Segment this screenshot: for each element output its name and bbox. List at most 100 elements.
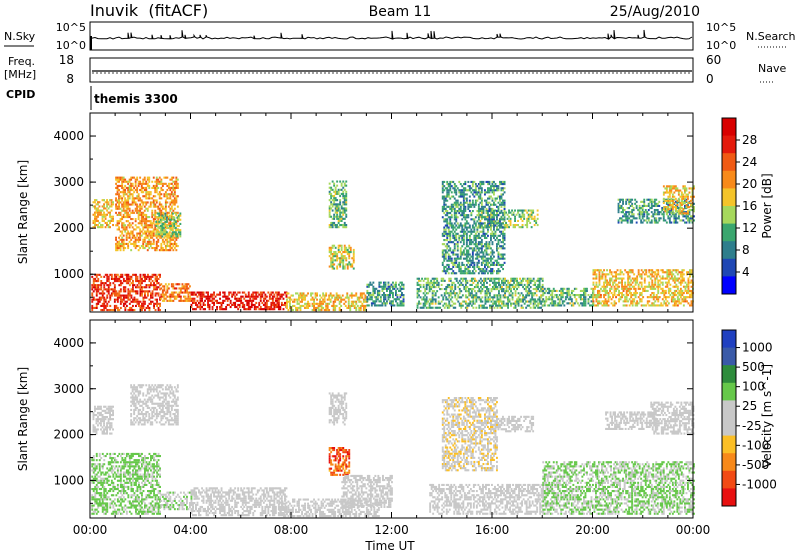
cpid-value: themis 3300 bbox=[94, 92, 178, 106]
power-cell bbox=[444, 272, 447, 275]
power-cell bbox=[179, 297, 182, 300]
power-cell bbox=[535, 290, 538, 293]
power-cell bbox=[359, 306, 362, 309]
power-cell bbox=[491, 224, 494, 227]
power-cell bbox=[523, 302, 526, 305]
power-cell bbox=[345, 203, 348, 206]
power-cell bbox=[231, 295, 234, 298]
power-cell bbox=[250, 295, 253, 298]
power-cell bbox=[463, 286, 466, 289]
power-cell bbox=[115, 249, 117, 252]
power-cell bbox=[616, 287, 619, 290]
power-cell bbox=[455, 236, 458, 239]
power-cell bbox=[127, 186, 130, 189]
power-cell bbox=[502, 279, 505, 282]
power-cell bbox=[497, 243, 500, 246]
power-cell bbox=[337, 188, 340, 191]
power-cell bbox=[474, 232, 477, 235]
power-cell bbox=[113, 275, 116, 278]
power-cell bbox=[441, 232, 444, 235]
power-cell bbox=[159, 218, 162, 221]
power-cell bbox=[493, 232, 495, 235]
power-cell bbox=[121, 275, 124, 278]
power-cell bbox=[453, 236, 456, 239]
power-cell bbox=[121, 216, 124, 219]
power-region bbox=[286, 292, 368, 312]
power-cell bbox=[298, 294, 300, 297]
power-cell bbox=[495, 304, 497, 307]
power-cell bbox=[125, 199, 128, 202]
power-cell bbox=[151, 222, 154, 225]
power-cell bbox=[503, 212, 506, 215]
power-cell bbox=[331, 203, 334, 206]
power-cell bbox=[526, 304, 529, 307]
power-cell bbox=[431, 283, 434, 286]
power-cell bbox=[125, 186, 128, 189]
power-cell bbox=[462, 189, 465, 192]
power-cell bbox=[503, 180, 506, 183]
power-cell bbox=[176, 220, 179, 223]
power-cell bbox=[480, 270, 483, 273]
power-cell bbox=[140, 218, 143, 221]
power-cell bbox=[127, 294, 130, 297]
power-cell bbox=[384, 298, 387, 301]
power-cell bbox=[171, 212, 174, 215]
power-cell bbox=[477, 210, 480, 213]
power-cell bbox=[480, 272, 483, 275]
power-cell bbox=[125, 203, 128, 206]
power-cell bbox=[179, 214, 182, 217]
power-cell bbox=[325, 309, 328, 312]
power-cell bbox=[247, 301, 250, 304]
power-cell bbox=[113, 277, 116, 280]
power-cell bbox=[167, 218, 170, 221]
power-cell bbox=[298, 298, 300, 301]
power-cell bbox=[433, 283, 436, 286]
power-cell bbox=[383, 285, 385, 288]
power-cell bbox=[500, 230, 503, 233]
power-cell bbox=[340, 255, 343, 258]
power-cell bbox=[532, 302, 535, 305]
power-cell bbox=[487, 263, 489, 266]
power-cell bbox=[402, 298, 405, 301]
power-cell bbox=[460, 296, 463, 299]
power-cell bbox=[496, 247, 498, 250]
power-cell bbox=[139, 277, 142, 280]
power-cell bbox=[174, 220, 177, 223]
power-cell bbox=[176, 236, 179, 239]
power-cell bbox=[121, 199, 124, 202]
power-cell bbox=[447, 272, 450, 275]
power-cell bbox=[447, 191, 450, 194]
power-cell bbox=[328, 209, 331, 212]
power-cell bbox=[158, 191, 161, 194]
power-cell bbox=[331, 257, 334, 260]
power-cell bbox=[103, 300, 106, 303]
power-cell bbox=[431, 290, 434, 293]
power-cell bbox=[472, 300, 475, 303]
power-cell bbox=[364, 306, 367, 309]
power-cell bbox=[176, 235, 179, 238]
power-cell bbox=[443, 185, 446, 188]
power-cell bbox=[333, 182, 336, 185]
power-cell bbox=[170, 193, 173, 196]
power-cell bbox=[135, 290, 137, 293]
power-cell bbox=[101, 296, 104, 299]
power-cell bbox=[94, 226, 96, 229]
power-cell bbox=[173, 207, 176, 210]
power-cell bbox=[490, 209, 492, 212]
power-cell bbox=[337, 209, 340, 212]
power-cell bbox=[446, 195, 449, 198]
power-cell bbox=[113, 280, 116, 283]
power-cell bbox=[127, 211, 130, 214]
power-cell bbox=[502, 245, 504, 248]
power-cell bbox=[264, 297, 267, 300]
power-cell bbox=[548, 296, 551, 299]
power-cell bbox=[110, 277, 113, 280]
power-cell bbox=[499, 180, 501, 183]
power-cell bbox=[355, 292, 358, 295]
power-cell bbox=[498, 281, 500, 284]
date-title: 25/Aug/2010 bbox=[610, 4, 700, 20]
power-cell bbox=[484, 277, 487, 280]
power-cell bbox=[444, 220, 447, 223]
power-cell bbox=[461, 230, 464, 233]
power-cell bbox=[136, 226, 139, 229]
